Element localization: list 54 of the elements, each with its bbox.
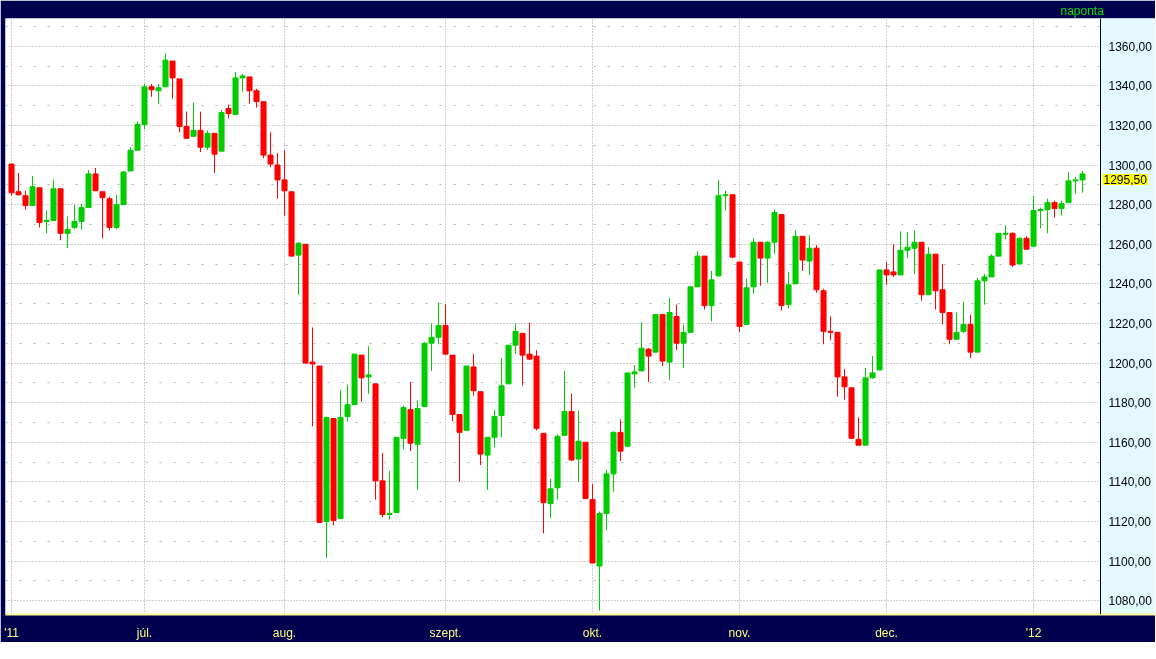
x-tick-label: '11 [4, 625, 20, 640]
candlestick [211, 132, 218, 174]
candlestick [365, 345, 372, 395]
candlestick [953, 312, 960, 340]
candlestick [645, 347, 652, 383]
y-tick-label: 1080,00 [1108, 594, 1153, 609]
y-tick-label: 1300,00 [1108, 158, 1153, 173]
x-tick-label: okt. [582, 625, 603, 640]
candlestick [638, 321, 645, 372]
candlestick [92, 167, 99, 192]
candlestick [204, 129, 211, 151]
candlestick [155, 83, 162, 105]
y-tick-label: 1200,00 [1108, 356, 1153, 371]
y-tick-label: 1220,00 [1108, 316, 1153, 331]
candlestick [386, 470, 393, 520]
y-tick-label: 1360,00 [1108, 39, 1153, 54]
candlestick [29, 175, 36, 207]
candlestick [64, 216, 71, 249]
candlestick [358, 354, 365, 403]
y-tick-label: 1280,00 [1108, 198, 1153, 213]
candlestick [806, 234, 813, 276]
y-tick-label: 1160,00 [1108, 435, 1152, 450]
candlestick [197, 111, 204, 153]
candlestick [575, 410, 582, 483]
x-tick-label: dec. [875, 625, 898, 640]
text: 1295,50 [1103, 172, 1148, 187]
x-tick-label: aug. [272, 625, 297, 640]
x-tick-label: szept. [429, 625, 462, 640]
candlestick [799, 235, 806, 272]
candlestick [295, 241, 302, 296]
x-tick-label: '12 [1025, 625, 1042, 640]
y-tick-label: 1140,00 [1108, 475, 1152, 490]
candlestick [169, 60, 176, 100]
y-tick-label: 1240,00 [1108, 277, 1153, 292]
x-tick-label: júl. [135, 625, 153, 640]
y-tick-label: 1340,00 [1108, 79, 1153, 94]
candlestick [785, 271, 792, 310]
candlestick [547, 478, 554, 519]
y-tick-label: 1100,00 [1108, 554, 1152, 569]
candlestick [617, 418, 624, 462]
candlestick [22, 190, 29, 211]
candlestick [561, 370, 568, 436]
y-tick-label: 1260,00 [1108, 237, 1153, 252]
candlestick [99, 191, 106, 239]
candlestick [757, 241, 764, 287]
candlestick [190, 102, 197, 137]
candlestick [960, 301, 967, 334]
y-tick-label: 1120,00 [1108, 514, 1152, 529]
candlestick [470, 353, 477, 397]
y-tick-label: 1180,00 [1108, 396, 1152, 411]
chart-subtitle: naponta [1060, 3, 1105, 18]
y-tick-label: 1320,00 [1108, 118, 1153, 133]
candlestick [855, 416, 862, 446]
x-tick-label: nov. [728, 625, 751, 640]
